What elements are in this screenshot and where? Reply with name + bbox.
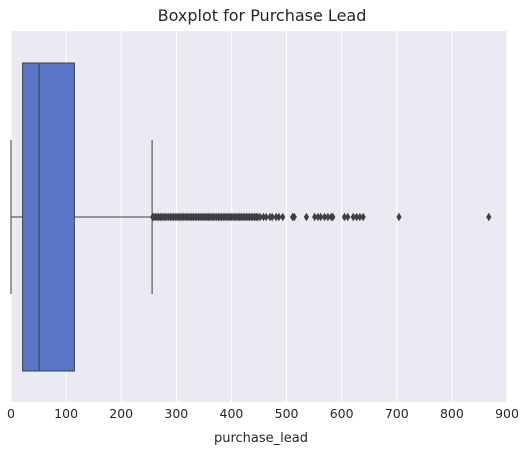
x-tick-label-400: 400 (220, 406, 244, 421)
outlier-point (396, 212, 402, 222)
outlier-point (312, 212, 318, 222)
outlier-point (291, 212, 297, 222)
x-tick-label-500: 500 (275, 406, 299, 421)
x-tick-label-300: 300 (164, 406, 188, 421)
outlier-point (280, 212, 286, 222)
box-plot (10, 62, 153, 372)
x-tick-label-0: 0 (7, 406, 15, 421)
outlier-point (257, 212, 263, 222)
outlier-point (486, 212, 492, 222)
outlier-point (260, 212, 267, 222)
outlier-point (345, 212, 351, 222)
chart-title: Boxplot for Purchase Lead (158, 6, 367, 25)
x-tick-label-800: 800 (440, 406, 464, 421)
outlier-point (263, 212, 269, 222)
iqr-box (22, 62, 75, 372)
outlier-point (269, 212, 275, 222)
x-tick-label-700: 700 (385, 406, 409, 421)
x-tick-label-100: 100 (54, 406, 78, 421)
outlier-points (150, 212, 492, 222)
outlier-point (315, 212, 321, 222)
outlier-point (341, 212, 348, 222)
x-axis-label: purchase_lead (214, 431, 308, 446)
outlier-point (276, 212, 282, 222)
x-tick-label-600: 600 (330, 406, 354, 421)
outlier-point (353, 212, 360, 222)
x-axis-ticks: 0 100 200 300 400 500 600 700 800 900 (7, 406, 519, 421)
outlier-point (303, 212, 309, 222)
outlier-point (330, 212, 336, 222)
x-tick-label-900: 900 (495, 406, 519, 421)
outlier-point (325, 212, 331, 222)
outlier-point (318, 212, 324, 222)
outlier-point (321, 212, 328, 222)
outlier-point (360, 212, 366, 222)
outlier-point (357, 212, 363, 222)
outlier-point (273, 212, 279, 222)
x-tick-label-200: 200 (109, 406, 133, 421)
outlier-point (350, 212, 356, 222)
